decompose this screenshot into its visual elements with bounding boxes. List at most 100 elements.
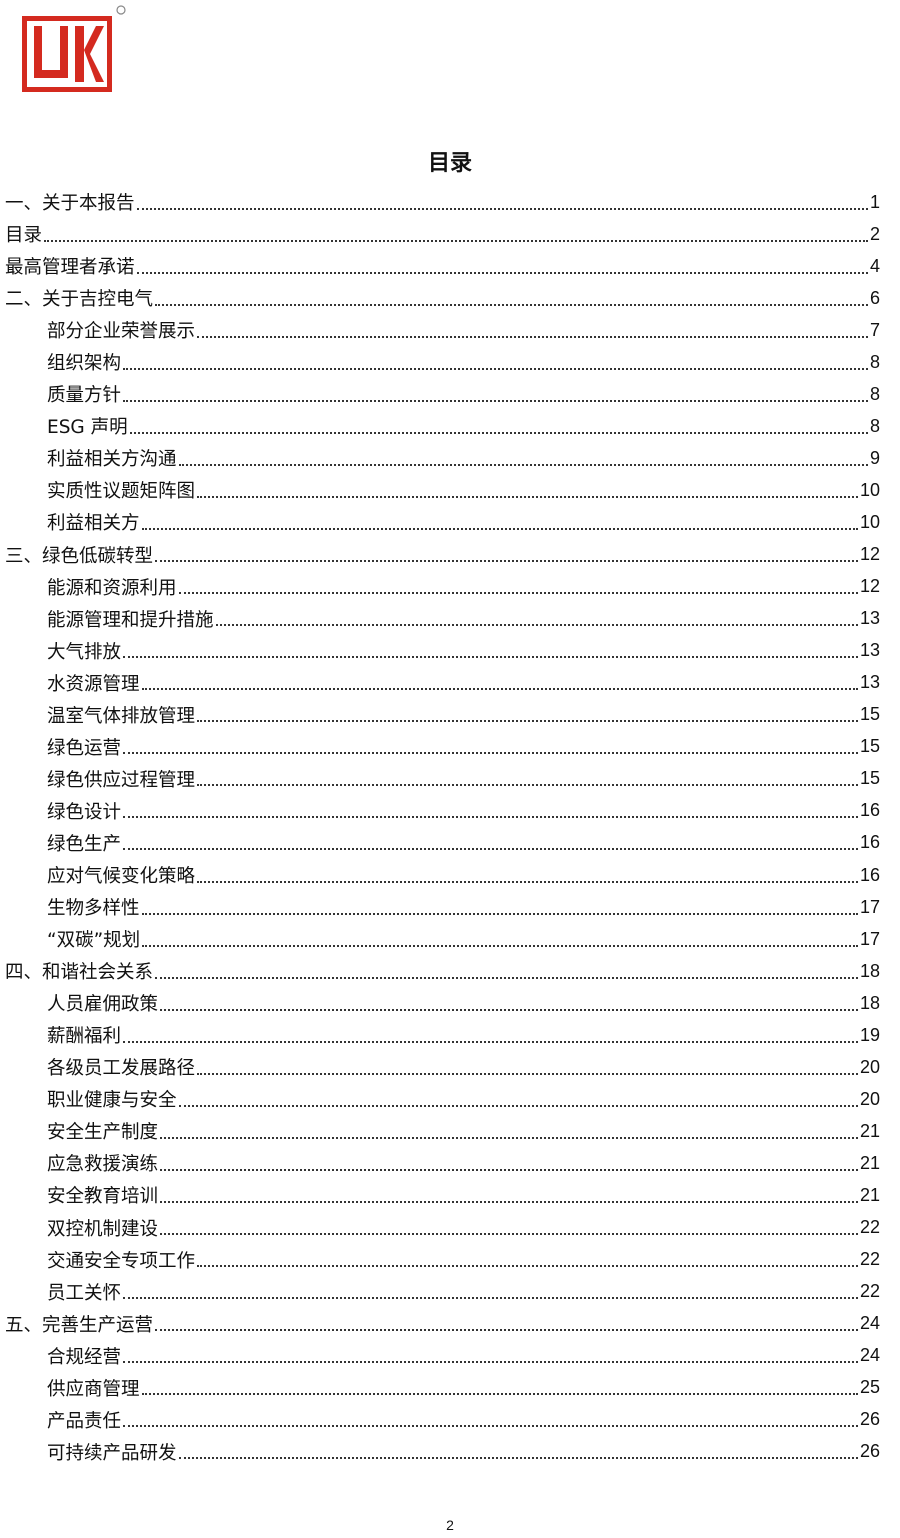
toc-entry-page: 16 [859, 864, 880, 885]
toc-entry-label: 交通安全专项工作 [47, 1250, 196, 1272]
toc-entry[interactable]: 产品责任 26 [5, 1404, 880, 1436]
toc-entry[interactable]: 双控机制建设 22 [5, 1212, 880, 1244]
toc-entry[interactable]: 组织架构 8 [5, 346, 880, 378]
toc-entry[interactable]: 五、完善生产运营 24 [5, 1308, 880, 1340]
toc-entry[interactable]: 员工关怀 22 [5, 1276, 880, 1308]
dot-leader [155, 303, 868, 306]
toc-entry-label: 组织架构 [47, 353, 122, 375]
toc-entry-label: 三、绿色低碳转型 [5, 545, 154, 567]
toc-entry[interactable]: 薪酬福利 19 [5, 1019, 880, 1051]
dot-leader [215, 623, 858, 627]
toc-entry-page: 16 [859, 832, 880, 853]
dot-leader [197, 1072, 858, 1075]
toc-entry[interactable]: 可持续产品研发 26 [5, 1436, 880, 1468]
dot-leader [178, 1104, 858, 1107]
dot-leader [197, 719, 858, 723]
toc-entry[interactable]: 应对气候变化策略 16 [5, 859, 880, 891]
toc-entry-label: 绿色生产 [47, 833, 122, 855]
toc-entry[interactable]: 大气排放 13 [5, 635, 880, 667]
toc-entry[interactable]: 利益相关方 10 [5, 506, 880, 538]
toc-entry[interactable]: 应急救援演练 21 [5, 1147, 880, 1179]
toc-entry-label: “双碳”规划 [47, 930, 141, 952]
toc-entry[interactable]: 四、和谐社会关系 18 [5, 955, 880, 987]
toc-entry-page: 16 [859, 800, 880, 821]
toc-entry-page: 17 [859, 896, 880, 917]
toc-entry[interactable]: 目录 2 [5, 218, 880, 250]
toc-entry[interactable]: 温室气体排放管理 15 [5, 699, 880, 731]
toc-entry[interactable]: 绿色生产 16 [5, 827, 880, 859]
toc-entry[interactable]: 二、关于吉控电气 6 [5, 282, 880, 314]
dot-leader [197, 783, 858, 787]
toc-entry-label: 绿色设计 [47, 801, 122, 823]
toc-entry-page: 13 [859, 672, 880, 693]
toc-entry-label: 可持续产品研发 [47, 1442, 177, 1464]
toc-entry[interactable]: 绿色运营 15 [5, 731, 880, 763]
dot-leader [44, 239, 868, 242]
dot-leader [197, 880, 858, 883]
toc-entry-page: 19 [859, 1024, 880, 1045]
toc-entry-label: 产品责任 [47, 1410, 122, 1432]
toc-entry[interactable]: 能源管理和提升措施 13 [5, 603, 880, 635]
toc-entry-label: 目录 [5, 225, 43, 247]
toc-entry[interactable]: 质量方针 8 [5, 378, 880, 410]
toc-entry[interactable]: 生物多样性 17 [5, 891, 880, 923]
toc-entry-label: 安全教育培训 [47, 1186, 159, 1208]
toc-entry[interactable]: 利益相关方沟通 9 [5, 442, 880, 474]
dot-leader [123, 655, 858, 659]
toc-entry-page: 20 [859, 1088, 880, 1109]
toc-entry-page: 22 [859, 1281, 880, 1302]
toc-entry[interactable]: 部分企业荣誉展示 7 [5, 314, 880, 346]
toc-entry[interactable]: 人员雇佣政策 18 [5, 987, 880, 1019]
toc-entry[interactable]: 能源和资源利用 12 [5, 571, 880, 603]
dot-leader [129, 431, 868, 434]
toc-entry-label: 二、关于吉控电气 [5, 289, 154, 311]
dot-leader [197, 1264, 858, 1268]
toc-entry[interactable]: 职业健康与安全 20 [5, 1083, 880, 1115]
toc-entry[interactable]: 各级员工发展路径 20 [5, 1051, 880, 1083]
dot-leader [136, 271, 868, 274]
toc-entry-label: 人员雇佣政策 [47, 994, 159, 1016]
dot-leader [123, 1360, 858, 1364]
page-title: 目录 [427, 151, 472, 176]
toc-entry-page: 12 [859, 544, 880, 565]
dot-leader [160, 1200, 858, 1203]
toc-entry-page: 2 [869, 223, 880, 244]
toc-entry-page: 25 [859, 1377, 880, 1398]
toc-entry-page: 24 [859, 1313, 880, 1334]
toc-entry-page: 12 [859, 576, 880, 597]
dot-leader [123, 367, 868, 370]
toc-entry[interactable]: ESG 声明 8 [5, 410, 880, 442]
toc-entry[interactable]: 交通安全专项工作 22 [5, 1244, 880, 1276]
toc-entry-page: 9 [869, 447, 880, 468]
toc-entry[interactable]: 水资源管理 13 [5, 667, 880, 699]
toc-entry[interactable]: 最高管理者承诺 4 [5, 250, 880, 282]
toc-entry-page: 1 [869, 191, 880, 212]
toc-entry-label: 员工关怀 [47, 1282, 122, 1304]
toc-entry[interactable]: 三、绿色低碳转型 12 [5, 539, 880, 571]
toc-entry-page: 26 [859, 1441, 880, 1462]
toc-entry[interactable]: 供应商管理 25 [5, 1372, 880, 1404]
toc-entry[interactable]: 绿色供应过程管理 15 [5, 763, 880, 795]
toc-entry-label: 实质性议题矩阵图 [47, 481, 196, 503]
toc-entry-label: 应对气候变化策略 [47, 866, 196, 887]
dot-leader [141, 912, 858, 915]
toc-entry[interactable]: 安全生产制度 21 [5, 1115, 880, 1147]
dot-leader [123, 1040, 858, 1043]
toc-entry-page: 17 [859, 928, 880, 949]
page-number: 2 [446, 1517, 454, 1533]
toc-entry-label: 质量方针 [47, 385, 122, 407]
toc-entry[interactable]: 绿色设计 16 [5, 795, 880, 827]
toc-entry-label: 能源和资源利用 [47, 577, 177, 599]
toc-entry[interactable]: 合规经营 24 [5, 1340, 880, 1372]
toc-entry-label: 薪酬福利 [47, 1026, 122, 1048]
dot-leader [160, 1232, 858, 1236]
toc-entry-label: 合规经营 [47, 1346, 122, 1368]
toc-entry[interactable]: “双碳”规划 17 [5, 923, 880, 955]
dot-leader [155, 1328, 858, 1332]
toc-entry-label: 各级员工发展路径 [47, 1058, 196, 1080]
dot-leader [123, 751, 858, 755]
toc-entry[interactable]: 安全教育培训 21 [5, 1179, 880, 1211]
toc-entry-label: 生物多样性 [47, 898, 140, 920]
toc-entry[interactable]: 实质性议题矩阵图 10 [5, 474, 880, 506]
toc-entry[interactable]: 一、关于本报告 1 [5, 186, 880, 218]
